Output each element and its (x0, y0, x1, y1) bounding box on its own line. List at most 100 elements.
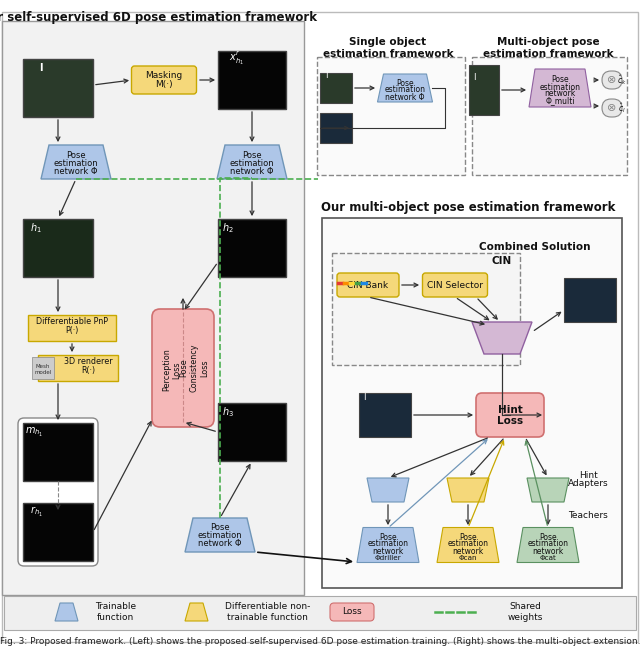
Text: $\hat{c}_l$: $\hat{c}_l$ (618, 101, 626, 115)
Text: Loss: Loss (342, 607, 362, 616)
FancyBboxPatch shape (330, 603, 374, 621)
Text: I: I (324, 71, 327, 81)
Polygon shape (55, 603, 78, 621)
Text: Loss: Loss (497, 416, 523, 426)
FancyBboxPatch shape (38, 355, 118, 381)
Text: P(·): P(·) (65, 326, 79, 335)
Text: Perception
Loss: Perception Loss (163, 348, 182, 392)
Text: Shared
weights: Shared weights (508, 603, 543, 622)
Text: R(·): R(·) (81, 367, 95, 375)
Text: CIN Selector: CIN Selector (427, 280, 483, 290)
Text: ⊗: ⊗ (607, 75, 617, 85)
Text: I: I (363, 392, 365, 402)
Text: Pose: Pose (396, 79, 414, 88)
Text: estimation: estimation (54, 159, 99, 168)
Text: Teachers: Teachers (568, 512, 608, 521)
Polygon shape (217, 145, 287, 179)
FancyBboxPatch shape (152, 309, 214, 427)
Text: Combined Solution: Combined Solution (479, 242, 591, 252)
Text: network: network (372, 546, 404, 555)
Text: network Φ: network Φ (198, 540, 242, 548)
Polygon shape (185, 603, 208, 621)
FancyBboxPatch shape (322, 218, 622, 588)
FancyBboxPatch shape (18, 418, 98, 566)
Polygon shape (378, 74, 433, 102)
Text: Pose
Consistency
Loss: Pose Consistency Loss (179, 344, 209, 392)
Text: estimation: estimation (540, 83, 580, 92)
Text: estimation: estimation (230, 159, 275, 168)
FancyBboxPatch shape (602, 71, 622, 89)
Text: Fig. 3: Proposed framework. (Left) shows the proposed self-supervised 6D pose es: Fig. 3: Proposed framework. (Left) shows… (0, 637, 640, 646)
Text: $h_3$: $h_3$ (222, 405, 234, 419)
Text: network: network (545, 90, 575, 98)
FancyBboxPatch shape (218, 403, 286, 461)
FancyBboxPatch shape (4, 596, 636, 630)
Text: CIN Bank: CIN Bank (348, 280, 388, 290)
Text: Hint: Hint (498, 405, 522, 415)
FancyBboxPatch shape (218, 51, 286, 109)
Text: Hint: Hint (579, 472, 597, 481)
Text: Pose: Pose (210, 523, 230, 533)
FancyBboxPatch shape (320, 73, 352, 103)
Text: ⊗: ⊗ (607, 103, 617, 113)
Text: Pose: Pose (459, 533, 477, 542)
Text: estimation: estimation (198, 531, 243, 540)
Text: Adapters: Adapters (568, 479, 608, 489)
FancyBboxPatch shape (337, 273, 399, 297)
FancyBboxPatch shape (472, 57, 627, 175)
Text: network Φ: network Φ (385, 92, 425, 102)
Text: I: I (473, 73, 476, 83)
Text: Pose: Pose (379, 533, 397, 542)
Text: Φ_multi: Φ_multi (545, 96, 575, 105)
Polygon shape (437, 527, 499, 563)
FancyBboxPatch shape (320, 113, 352, 143)
Text: Φcan: Φcan (459, 555, 477, 561)
Text: Our self-supervised 6D pose estimation framework: Our self-supervised 6D pose estimation f… (0, 12, 317, 24)
FancyBboxPatch shape (218, 219, 286, 277)
FancyBboxPatch shape (332, 253, 520, 365)
Text: Trainable
function: Trainable function (95, 603, 136, 622)
Text: Φdriller: Φdriller (374, 555, 401, 561)
Text: Pose: Pose (539, 533, 557, 542)
Text: Mesh: Mesh (36, 364, 50, 369)
Polygon shape (185, 518, 255, 552)
Text: $r_{h_1}$: $r_{h_1}$ (29, 505, 42, 519)
FancyBboxPatch shape (32, 357, 54, 379)
FancyBboxPatch shape (476, 393, 544, 437)
Text: Our multi-object pose estimation framework: Our multi-object pose estimation framewo… (321, 202, 615, 214)
Text: network: network (532, 546, 564, 555)
Text: Multi-object pose
estimation framework: Multi-object pose estimation framework (483, 37, 613, 59)
Text: Single object
estimation framework: Single object estimation framework (323, 37, 453, 59)
FancyBboxPatch shape (2, 12, 638, 642)
FancyBboxPatch shape (602, 99, 622, 117)
FancyBboxPatch shape (564, 278, 616, 322)
Text: I: I (39, 63, 43, 73)
Text: 3D renderer: 3D renderer (64, 358, 112, 367)
FancyBboxPatch shape (131, 66, 196, 94)
FancyBboxPatch shape (422, 273, 488, 297)
Text: M(·): M(·) (155, 79, 173, 88)
Polygon shape (357, 527, 419, 563)
Text: estimation: estimation (447, 540, 488, 548)
Text: Φcat: Φcat (540, 555, 556, 561)
Text: estimation: estimation (527, 540, 568, 548)
Text: Pose: Pose (66, 151, 86, 160)
Polygon shape (41, 145, 111, 179)
Polygon shape (529, 69, 591, 107)
Text: network Φ: network Φ (54, 166, 98, 176)
Polygon shape (527, 478, 569, 502)
Text: network Φ: network Φ (230, 166, 274, 176)
Text: $m_{h_1}$: $m_{h_1}$ (25, 426, 44, 439)
Text: $\hat{c}_k$: $\hat{c}_k$ (617, 73, 627, 87)
Text: estimation: estimation (385, 86, 426, 94)
Text: network: network (452, 546, 484, 555)
Text: $x^r_{h_1}$: $x^r_{h_1}$ (228, 49, 243, 67)
FancyBboxPatch shape (28, 315, 116, 341)
FancyBboxPatch shape (23, 219, 93, 277)
Polygon shape (367, 478, 409, 502)
Polygon shape (472, 322, 532, 354)
Text: $h_1$: $h_1$ (30, 221, 42, 235)
FancyBboxPatch shape (2, 21, 304, 595)
Text: Pose: Pose (242, 151, 262, 160)
Text: $h_2$: $h_2$ (222, 221, 234, 235)
